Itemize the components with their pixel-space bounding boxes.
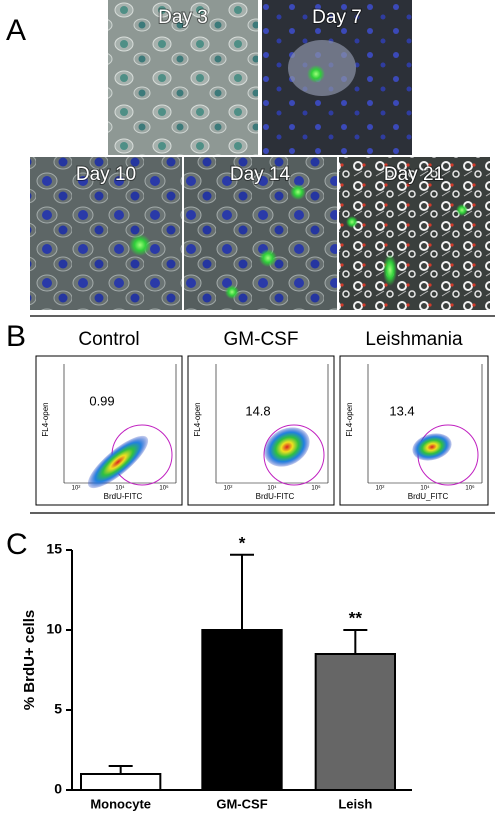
flow-tick-label: 10⁴ bbox=[267, 485, 277, 492]
error-bar bbox=[343, 629, 368, 654]
micrograph: Day 3 bbox=[108, 0, 258, 155]
flow-tick-label: 10⁶ bbox=[465, 485, 475, 492]
gate bbox=[263, 424, 325, 486]
x-tick-label: Leish bbox=[338, 796, 372, 811]
y-tick-label: 0 bbox=[54, 781, 62, 797]
significance-label: ** bbox=[349, 608, 363, 627]
x-tick-label: Monocyte bbox=[90, 796, 151, 811]
y-axis-title: % BrdU+ cells bbox=[21, 610, 38, 710]
y-tick-label: 15 bbox=[46, 541, 62, 557]
flow-tick-label: 10⁴ bbox=[115, 485, 125, 492]
bar bbox=[80, 773, 162, 791]
flow-axis-label: BrdU_FITC bbox=[408, 492, 449, 501]
event-cloud bbox=[412, 433, 452, 461]
flow-frame bbox=[339, 355, 489, 506]
image-label: Day 3 bbox=[158, 7, 208, 28]
flow-axis-label: FL4-open bbox=[345, 402, 354, 436]
error-bar bbox=[230, 553, 254, 630]
flow-plots: Control 10² 10⁴ 10⁶ BrdU-FITC FL4-open 0.99 GM-… bbox=[35, 329, 489, 506]
flow-tick-label: 10² bbox=[72, 486, 81, 492]
flow-axis-label: BrdU-FITC bbox=[256, 492, 295, 501]
flow-axis-label: BrdU-FITC bbox=[104, 492, 143, 501]
flow-tick-label: 10² bbox=[376, 486, 385, 492]
gate-value: 13.4 bbox=[389, 403, 414, 418]
image-label: Day 21 bbox=[384, 164, 444, 185]
panel-letter: C bbox=[6, 528, 28, 561]
bar bbox=[314, 653, 396, 791]
flow-tick-label: 10² bbox=[224, 486, 233, 492]
micrograph: Day 10 bbox=[30, 157, 182, 310]
y-tick-label: 10 bbox=[46, 621, 62, 637]
event-cloud bbox=[264, 427, 310, 467]
flow-axis-label: FL4-open bbox=[193, 402, 202, 436]
gate-value: 0.99 bbox=[89, 393, 114, 408]
micrograph: Day 14 bbox=[184, 157, 337, 310]
image-label: Day 14 bbox=[230, 164, 291, 185]
panel-letter: B bbox=[6, 320, 26, 353]
flow-tick-label: 10⁶ bbox=[159, 485, 169, 492]
flow-title: Control bbox=[78, 329, 139, 350]
x-tick-label: GM-CSF bbox=[216, 796, 267, 811]
significance-label: * bbox=[239, 533, 246, 552]
image-label: Day 10 bbox=[76, 164, 136, 185]
flow-tick-label: 10⁴ bbox=[420, 485, 430, 492]
event-cloud bbox=[87, 435, 149, 489]
y-tick-label: 5 bbox=[54, 701, 62, 717]
micrograph: Day 21 bbox=[339, 157, 490, 310]
flow-tick-label: 10⁶ bbox=[311, 485, 321, 492]
micrograph: Day 7 bbox=[262, 0, 412, 155]
image-label: Day 7 bbox=[312, 7, 362, 28]
flow-axis-label: FL4-open bbox=[41, 402, 50, 436]
bar bbox=[201, 629, 283, 791]
gate-value: 14.8 bbox=[245, 403, 270, 418]
error-bar bbox=[108, 765, 133, 774]
panel-letter: A bbox=[6, 14, 26, 47]
flow-title: Leishmania bbox=[365, 329, 463, 350]
flow-title: GM-CSF bbox=[224, 329, 299, 350]
